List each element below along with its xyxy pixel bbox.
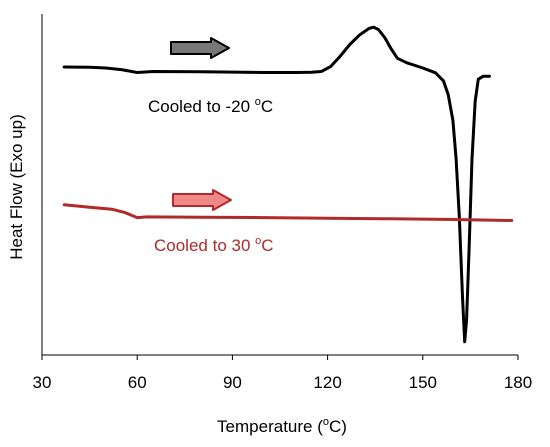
x-axis-label: Temperature (oC) — [217, 416, 347, 436]
y-axis-label: Heat Flow (Exo up) — [7, 114, 26, 260]
x-tick-label: 30 — [33, 373, 52, 392]
x-ticks: 30 60 90 120 150 180 — [33, 355, 532, 392]
series-label-cooled-minus-20: Cooled to -20 oC — [148, 96, 273, 116]
series-line-1 — [62, 203, 514, 222]
x-tick-label: 150 — [409, 373, 437, 392]
series-group — [62, 25, 514, 344]
x-axis-label-main: Temperature ( — [217, 417, 323, 436]
series-label-main: Cooled to 30 — [154, 236, 255, 255]
direction-arrow-icon — [170, 37, 230, 59]
arrows — [170, 37, 232, 211]
series-label-superscript: o — [255, 235, 261, 247]
x-tick-label: 90 — [223, 373, 242, 392]
series-label-main: Cooled to -20 — [148, 97, 255, 116]
x-tick-label: 60 — [128, 373, 147, 392]
plot-area: 30 60 90 120 150 180 — [33, 14, 532, 392]
series-label-cooled-30: Cooled to 30 oC — [154, 235, 274, 255]
series-label-superscript: o — [255, 96, 261, 108]
series-line-0 — [62, 25, 491, 344]
x-tick-label: 180 — [504, 373, 532, 392]
x-axis-label-superscript: o — [323, 416, 329, 428]
series-label-unit: C — [261, 236, 273, 255]
series-label-unit: C — [261, 97, 273, 116]
x-tick-label: 120 — [313, 373, 341, 392]
direction-arrow-icon — [172, 189, 232, 211]
x-axis-label-end: C) — [329, 417, 347, 436]
